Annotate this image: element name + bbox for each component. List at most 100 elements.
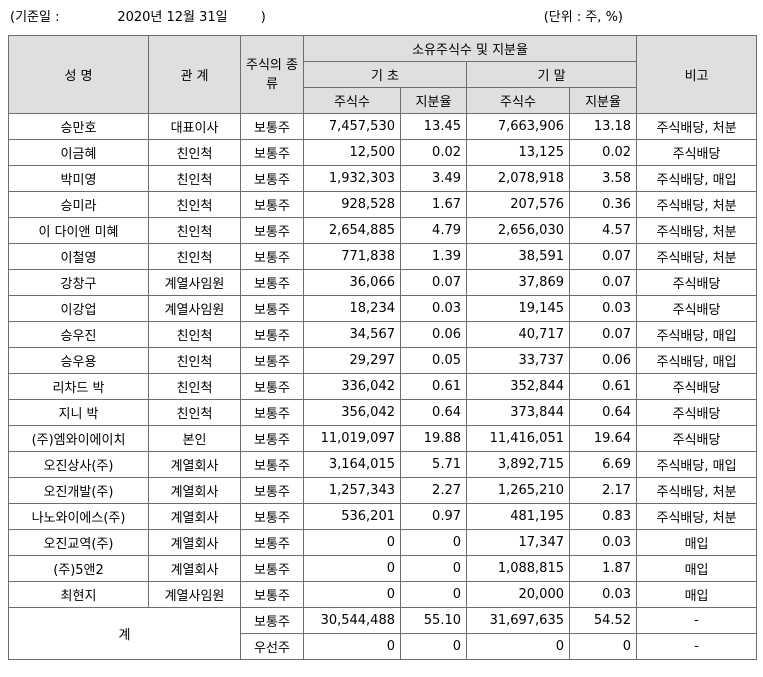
note-cell: 주식배당 <box>636 399 758 426</box>
begin-shares-cell: 7,457,530 <box>303 113 401 140</box>
table-row: (주)5앤2 계열회사 보통주 0 0 1,088,815 1.87 매입 <box>8 555 758 582</box>
end-ratio-cell: 1.87 <box>568 555 638 582</box>
end-shares-cell: 13,125 <box>466 139 570 166</box>
end-ratio-cell: 0 <box>568 633 638 660</box>
header-end-ratio: 지분율 <box>568 87 638 114</box>
stock-type-cell: 보통주 <box>240 607 304 634</box>
table-row: 승우용 친인척 보통주 29,297 0.05 33,737 0.06 주식배당, 매입 <box>8 347 758 374</box>
table-row: 최현지 계열사임원 보통주 0 0 20,000 0.03 매입 <box>8 581 758 608</box>
begin-shares-cell: 36,066 <box>303 269 401 296</box>
begin-shares-cell: 1,932,303 <box>303 165 401 192</box>
begin-shares-cell: 1,257,343 <box>303 477 401 504</box>
header-begin: 기 초 <box>303 61 467 88</box>
holder-name: 승우용 <box>8 347 149 374</box>
begin-ratio-cell: 0.02 <box>400 139 467 166</box>
end-shares-cell: 33,737 <box>466 347 570 374</box>
table-row: 이강업 계열사임원 보통주 18,234 0.03 19,145 0.03 주식배당 <box>8 295 758 322</box>
end-shares-cell: 7,663,906 <box>466 113 570 140</box>
relation-cell: 계열사임원 <box>148 269 241 296</box>
header-relation: 관 계 <box>148 35 241 114</box>
reference-date: (기준일 : 2020년 12월 31일 ) <box>10 10 266 25</box>
begin-ratio-cell: 0 <box>400 529 467 556</box>
end-ratio-cell: 2.17 <box>568 477 638 504</box>
relation-cell: 친인척 <box>148 321 241 348</box>
end-ratio-cell: 0.07 <box>568 243 638 270</box>
stock-type-cell: 보통주 <box>240 295 304 322</box>
holder-name: 이 다이앤 미혜 <box>8 217 149 244</box>
stock-type-cell: 보통주 <box>240 113 304 140</box>
end-shares-cell: 11,416,051 <box>466 425 570 452</box>
begin-shares-cell: 30,544,488 <box>303 607 401 634</box>
relation-cell: 계열회사 <box>148 451 241 478</box>
begin-ratio-cell: 0.06 <box>400 321 467 348</box>
begin-ratio-cell: 0 <box>400 555 467 582</box>
holder-name: 승만호 <box>8 113 149 140</box>
relation-cell: 친인척 <box>148 217 241 244</box>
table-row: 승우진 친인척 보통주 34,567 0.06 40,717 0.07 주식배당, 매입 <box>8 321 758 348</box>
relation-cell: 친인척 <box>148 139 241 166</box>
begin-ratio-cell: 0 <box>400 581 467 608</box>
begin-shares-cell: 0 <box>303 529 401 556</box>
holder-name: 나노와이에스(주) <box>8 503 149 530</box>
table-row: 이철영 친인척 보통주 771,838 1.39 38,591 0.07 주식배당, 처분 <box>8 243 758 270</box>
holder-name: 오진교역(주) <box>8 529 149 556</box>
holder-name: 승미라 <box>8 191 149 218</box>
holder-name: 리차드 박 <box>8 373 149 400</box>
stock-type-cell: 보통주 <box>240 269 304 296</box>
note-cell: 매입 <box>636 581 758 608</box>
header-begin-ratio: 지분율 <box>400 87 467 114</box>
header-begin-shares: 주식수 <box>303 87 401 114</box>
end-ratio-cell: 0.61 <box>568 373 638 400</box>
table-row: 강창구 계열사임원 보통주 36,066 0.07 37,869 0.07 주식배당 <box>8 269 758 296</box>
relation-cell: 계열회사 <box>148 555 241 582</box>
begin-shares-cell: 0 <box>303 581 401 608</box>
stock-type-cell: 보통주 <box>240 529 304 556</box>
end-shares-cell: 2,078,918 <box>466 165 570 192</box>
note-cell: - <box>636 607 758 634</box>
end-shares-cell: 3,892,715 <box>466 451 570 478</box>
stock-type-cell: 보통주 <box>240 373 304 400</box>
table-row: (주)엠와이에이치 본인 보통주 11,019,097 19.88 11,416,051 1… <box>8 425 758 452</box>
holder-name: 이철영 <box>8 243 149 270</box>
end-shares-cell: 207,576 <box>466 191 570 218</box>
note-cell: 주식배당, 처분 <box>636 191 758 218</box>
header-ownership: 소유주식수 및 지분율 <box>302 35 638 62</box>
begin-shares-cell: 771,838 <box>303 243 401 270</box>
end-shares-cell: 37,869 <box>466 269 570 296</box>
note-cell: 주식배당, 처분 <box>636 503 758 530</box>
table-row: 승미라 친인척 보통주 928,528 1.67 207,576 0.36 주식배당, 처분 <box>8 191 758 218</box>
total-row: 우선주 0 0 0 0- <box>9 633 758 660</box>
table-row: 리차드 박 친인척 보통주 336,042 0.61 352,844 0.61 주식배당 <box>8 373 758 400</box>
end-ratio-cell: 0.07 <box>568 321 638 348</box>
stock-type-cell: 보통주 <box>240 425 304 452</box>
relation-cell: 친인척 <box>148 243 241 270</box>
stock-type-cell: 보통주 <box>240 477 304 504</box>
note-cell: 주식배당 <box>636 425 758 452</box>
begin-ratio-cell: 0.61 <box>400 373 467 400</box>
note-cell: 주식배당, 매입 <box>636 347 758 374</box>
begin-ratio-cell: 0.97 <box>400 503 467 530</box>
end-shares-cell: 31,697,635 <box>466 607 570 634</box>
table-row: 이 다이앤 미혜 친인척 보통주 2,654,885 4.79 2,656,030 4.57… <box>8 217 758 244</box>
table-row: 오진개발(주) 계열회사 보통주 1,257,343 2.27 1,265,210 2.17… <box>8 477 758 504</box>
note-cell: 주식배당 <box>636 139 758 166</box>
stock-type-cell: 우선주 <box>240 633 304 660</box>
end-shares-cell: 2,656,030 <box>466 217 570 244</box>
note-cell: 주식배당, 처분 <box>636 243 758 270</box>
unit-note: (단위 : 주, %) <box>543 10 623 25</box>
end-ratio-cell: 4.57 <box>568 217 638 244</box>
relation-cell: 친인척 <box>148 373 241 400</box>
relation-cell: 계열사임원 <box>148 581 241 608</box>
begin-ratio-cell: 19.88 <box>400 425 467 452</box>
end-shares-cell: 481,195 <box>466 503 570 530</box>
relation-cell: 계열사임원 <box>148 295 241 322</box>
stock-type-cell: 보통주 <box>240 555 304 582</box>
holder-name: (주)엠와이에이치 <box>8 425 149 452</box>
note-cell: 주식배당, 매입 <box>636 321 758 348</box>
end-shares-cell: 0 <box>466 633 570 660</box>
stock-type-cell: 보통주 <box>240 217 304 244</box>
table-row: 오진상사(주) 계열회사 보통주 3,164,015 5.71 3,892,715 6.69… <box>8 451 758 478</box>
relation-cell: 계열회사 <box>148 477 241 504</box>
end-shares-cell: 38,591 <box>466 243 570 270</box>
begin-ratio-cell: 5.71 <box>400 451 467 478</box>
